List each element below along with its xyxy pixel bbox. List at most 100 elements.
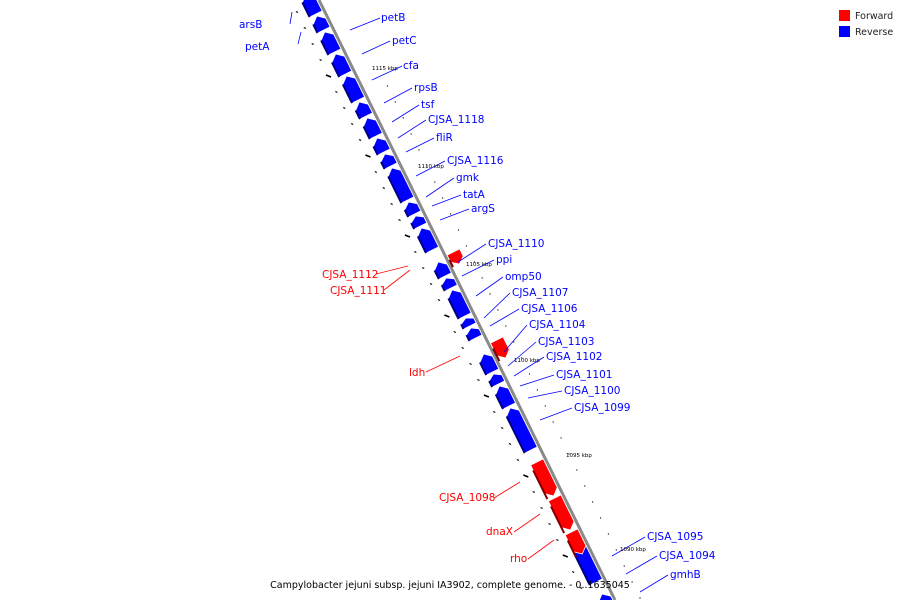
gene-label[interactable]: CJSA_1095 bbox=[647, 531, 703, 543]
minor-tick bbox=[453, 330, 457, 334]
gene-arrow-shade bbox=[447, 298, 460, 320]
gene-label[interactable]: CJSA_1107 bbox=[512, 287, 568, 299]
gene-arrow-shade bbox=[488, 380, 494, 388]
gene-label[interactable]: ppi bbox=[496, 254, 512, 266]
minor-tick bbox=[402, 117, 404, 119]
reverse-gene-arrow[interactable] bbox=[506, 407, 538, 454]
gene-label[interactable]: rpsB bbox=[414, 82, 438, 94]
minor-tick bbox=[374, 170, 378, 174]
gene-label[interactable]: CJSA_1103 bbox=[538, 336, 594, 348]
leader-line bbox=[425, 177, 455, 198]
minor-tick bbox=[556, 538, 559, 542]
reverse-gene-arrow[interactable] bbox=[380, 153, 398, 170]
reverse-gene-arrow[interactable] bbox=[460, 317, 477, 330]
gene-label[interactable]: petB bbox=[381, 12, 405, 24]
leader-line bbox=[361, 40, 391, 55]
scale-label: 1115 kbp bbox=[372, 66, 398, 72]
gene-label[interactable]: gmk bbox=[456, 172, 480, 184]
minor-tick bbox=[560, 437, 562, 439]
minor-tick bbox=[325, 74, 332, 78]
reverse-gene-arrow[interactable] bbox=[312, 15, 331, 34]
scale-label: 1100 kbp bbox=[514, 358, 540, 364]
reverse-gene-arrow[interactable] bbox=[387, 167, 415, 204]
gene-label[interactable]: CJSA_1106 bbox=[521, 303, 578, 315]
minor-tick bbox=[311, 42, 314, 46]
gene-label[interactable]: rho bbox=[510, 553, 527, 565]
gene-label[interactable]: CJSA_1100 bbox=[564, 385, 620, 397]
gene-label[interactable]: petC bbox=[392, 35, 417, 47]
gene-arrow-shade bbox=[354, 110, 361, 120]
minor-tick bbox=[497, 309, 499, 311]
legend-label-forward: Forward bbox=[855, 11, 893, 22]
gene-label[interactable]: tatA bbox=[463, 189, 486, 201]
reverse-gene-arrow[interactable] bbox=[301, 0, 323, 18]
reverse-gene-arrow[interactable] bbox=[447, 289, 472, 320]
minor-ticks bbox=[295, 10, 641, 599]
gene-label[interactable]: CJSA_1098 bbox=[439, 492, 495, 504]
gene-label[interactable]: tsf bbox=[421, 99, 435, 111]
minor-tick bbox=[579, 586, 583, 590]
gene-label[interactable]: CJSA_1102 bbox=[546, 351, 602, 363]
leader-line bbox=[289, 11, 293, 25]
reverse-gene-arrow[interactable] bbox=[410, 215, 428, 230]
gene-label[interactable]: CJSA_1110 bbox=[488, 238, 544, 250]
minor-tick bbox=[418, 149, 420, 151]
minor-tick bbox=[544, 405, 546, 407]
gene-label[interactable]: fliR bbox=[436, 132, 453, 144]
gene-label[interactable]: arsB bbox=[239, 19, 262, 31]
gene-label[interactable]: CJSA_1099 bbox=[574, 402, 630, 414]
gene-arrow-shade bbox=[387, 176, 403, 204]
minor-tick bbox=[414, 250, 417, 254]
minor-tick bbox=[516, 458, 520, 462]
gene-arrow-shade bbox=[550, 506, 566, 534]
reverse-gene-arrow[interactable] bbox=[598, 593, 618, 600]
leader-line bbox=[639, 574, 669, 593]
gene-arrow-shade bbox=[572, 552, 591, 586]
minor-tick bbox=[469, 362, 472, 366]
reverse-gene-arrow[interactable] bbox=[355, 101, 373, 120]
minor-tick bbox=[513, 341, 515, 343]
forward-gene-arrow[interactable] bbox=[446, 248, 464, 265]
gene-arrow-shade bbox=[440, 284, 446, 292]
forward-gene-arrow[interactable] bbox=[530, 458, 558, 497]
reverse-gene-arrow[interactable] bbox=[372, 137, 391, 156]
gene-arrow-shade bbox=[416, 236, 427, 254]
gene-label[interactable]: CJSA_1104 bbox=[529, 319, 586, 331]
gene-label[interactable]: argS bbox=[471, 203, 495, 215]
forward-gene-arrow[interactable] bbox=[564, 528, 587, 555]
gene-label[interactable]: CJSA_1101 bbox=[556, 369, 612, 381]
gene-label[interactable]: CJSA_1112 bbox=[322, 269, 378, 281]
gene-label[interactable]: petA bbox=[245, 41, 270, 53]
legend: Forward Reverse bbox=[839, 10, 893, 38]
gene-label[interactable]: dnaX bbox=[486, 526, 513, 538]
gene-label[interactable]: gmhB bbox=[670, 569, 701, 581]
gene-label[interactable]: cfa bbox=[403, 60, 419, 72]
minor-tick bbox=[434, 181, 436, 183]
forward-gene-arrow[interactable] bbox=[547, 494, 575, 531]
minor-tick bbox=[343, 106, 346, 110]
gene-arrow-shade bbox=[341, 84, 353, 104]
minor-tick bbox=[390, 202, 393, 206]
gene-arrow-shade bbox=[331, 62, 341, 78]
reverse-gene-arrow[interactable] bbox=[488, 373, 506, 388]
minor-tick bbox=[483, 394, 490, 398]
reverse-gene-arrow[interactable] bbox=[434, 261, 452, 280]
gene-arrow-shade bbox=[301, 2, 311, 18]
gene-arrows bbox=[301, 0, 618, 600]
gene-label[interactable]: omp50 bbox=[505, 271, 542, 283]
gene-label[interactable]: CJSA_1116 bbox=[447, 155, 504, 167]
gene-label[interactable]: CJSA_1111 bbox=[330, 285, 386, 297]
minor-tick bbox=[528, 373, 531, 375]
reverse-gene-arrow[interactable] bbox=[441, 277, 458, 292]
gene-label[interactable]: ldh bbox=[409, 367, 425, 379]
gene-arrow-shade bbox=[532, 470, 549, 500]
reverse-gene-arrow[interactable] bbox=[342, 75, 366, 104]
reverse-gene-arrow[interactable] bbox=[404, 201, 422, 218]
reverse-gene-arrow[interactable] bbox=[466, 327, 483, 342]
gene-label[interactable]: CJSA_1118 bbox=[428, 114, 484, 126]
gene-arrow-shade bbox=[479, 362, 488, 376]
gene-label[interactable]: CJSA_1094 bbox=[659, 550, 716, 562]
minor-tick bbox=[449, 213, 452, 215]
scale-label: 1090 kbp bbox=[620, 547, 646, 553]
minor-tick bbox=[365, 154, 371, 158]
